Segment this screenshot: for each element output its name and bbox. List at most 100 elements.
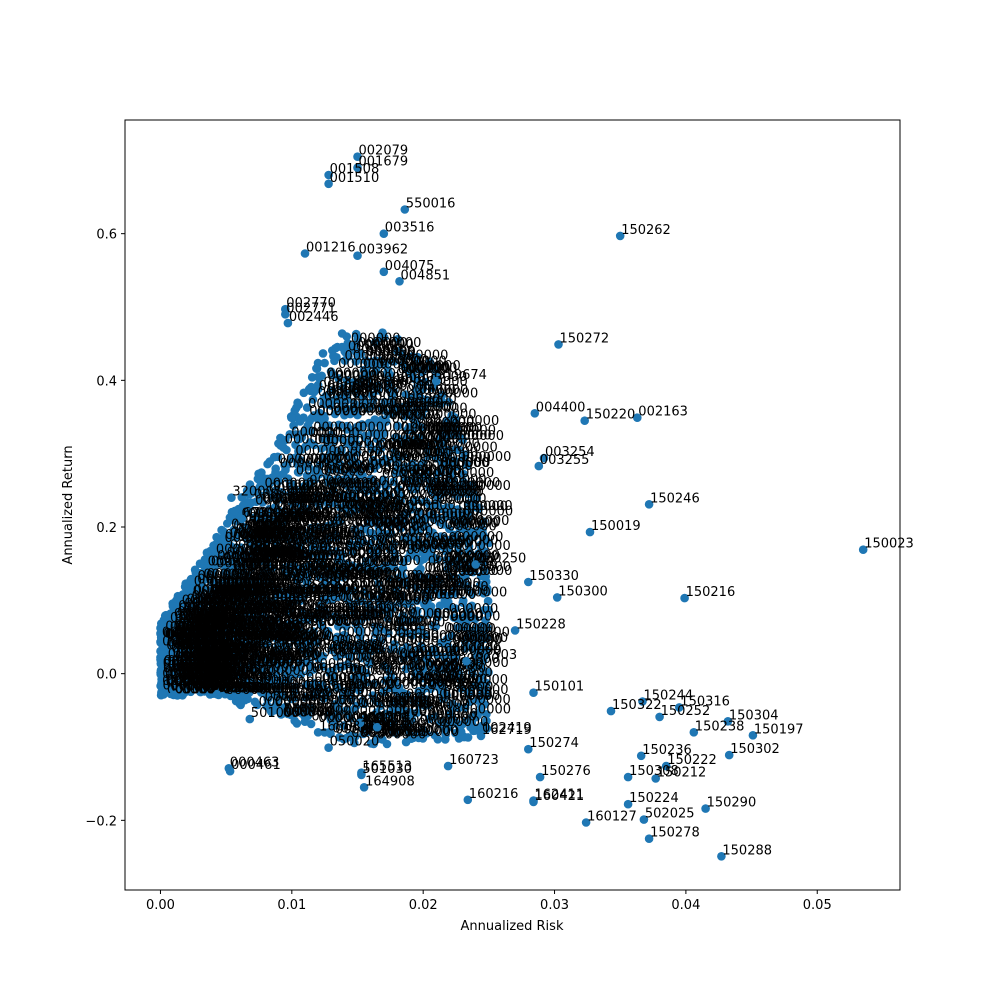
scatter-point — [282, 445, 291, 455]
point-label: 150290 — [707, 796, 757, 811]
y-tick-label: −0.2 — [85, 814, 117, 829]
point-label: 002446 — [289, 310, 339, 325]
x-tick-label: 0.01 — [277, 898, 306, 913]
point-label: 150288 — [722, 843, 772, 858]
scatter-point — [230, 506, 240, 516]
point-label: 160127 — [587, 810, 637, 825]
point-label: 150224 — [629, 791, 679, 806]
point-label: 150019 — [591, 519, 641, 534]
scatter-point — [402, 599, 412, 609]
x-tick-label: 0.02 — [409, 898, 438, 913]
scatter-point — [393, 484, 403, 494]
point-label: 004400 — [536, 400, 586, 415]
point-label: 000000 — [433, 535, 483, 550]
point-label: 000000 — [449, 602, 499, 617]
point-label: 000461 — [231, 758, 281, 773]
point-label: 150252 — [661, 704, 711, 719]
scatter-point — [195, 651, 204, 661]
point-label: 000000 — [297, 646, 347, 661]
scatter-point — [298, 616, 307, 625]
scatter-point — [329, 578, 339, 587]
point-label: 000000 — [355, 514, 405, 529]
scatter-point — [315, 652, 325, 662]
point-label: 162509 — [378, 714, 428, 729]
scatter-point — [350, 377, 359, 387]
point-label: 00175 — [218, 681, 259, 696]
point-label: 150330 — [529, 569, 579, 584]
scatter-point — [445, 524, 454, 534]
point-label: 000000 — [433, 511, 483, 526]
scatter-point — [338, 475, 347, 485]
point-label: 150023 — [864, 537, 914, 552]
point-label: 150197 — [754, 722, 804, 737]
point-label: 502025 — [645, 807, 695, 822]
scatter-point — [386, 529, 396, 539]
point-label: 003255 — [540, 453, 590, 468]
x-axis-label: Annualized Risk — [461, 919, 564, 934]
scatter-point — [401, 508, 410, 518]
x-tick-label: 0.04 — [671, 898, 700, 913]
scatter-point — [295, 417, 305, 426]
scatter-point — [329, 351, 338, 361]
scatter-point — [212, 532, 221, 542]
point-label: 160216 — [469, 787, 519, 802]
scatter-point — [366, 474, 376, 484]
scatter-point — [411, 658, 420, 668]
point-label: 000000 — [360, 402, 410, 417]
point-label: 150278 — [650, 826, 700, 841]
scatter-point — [352, 389, 361, 398]
point-label: 160723 — [449, 753, 499, 768]
scatter-point — [481, 616, 490, 625]
y-axis-label: Annualized Return — [61, 445, 76, 564]
scatter-point — [348, 561, 357, 570]
point-label: 000000 — [412, 645, 462, 660]
scatter-point — [412, 708, 422, 717]
scatter-point — [302, 680, 311, 690]
point-label: 000000 — [439, 715, 489, 730]
point-label: 000000 — [186, 662, 236, 677]
point-label: 000000 — [207, 611, 257, 626]
scatter-point — [371, 629, 380, 639]
scatter-point — [401, 664, 411, 674]
scatter-point — [467, 589, 477, 599]
scatter-point — [414, 507, 424, 517]
point-label: 001216 — [306, 241, 356, 256]
scatter-point — [301, 693, 310, 702]
scatter-point — [474, 624, 484, 633]
scatter-point — [310, 585, 319, 595]
point-label: 000000 — [313, 421, 363, 436]
point-label: 000000 — [302, 583, 352, 598]
scatter-point — [339, 721, 349, 730]
scatter-point — [397, 591, 407, 600]
point-label: 150262 — [621, 223, 671, 238]
point-label: 004851 — [401, 268, 451, 283]
point-label: 050020 — [330, 735, 380, 750]
scatter-point — [437, 440, 447, 450]
point-label: 673 — [243, 506, 268, 521]
point-label: 00385 — [175, 682, 216, 697]
scatter-point — [309, 510, 318, 520]
point-label: 000000 — [309, 404, 359, 419]
point-label: 150250 — [477, 551, 527, 566]
point-label: 550016 — [406, 197, 456, 212]
scatter-point — [452, 482, 462, 492]
scatter-point — [255, 474, 264, 483]
point-label: 150302 — [730, 742, 780, 757]
point-label: 167503 — [468, 648, 518, 663]
scatter-point — [457, 433, 466, 443]
scatter-point — [161, 610, 171, 620]
scatter-point — [265, 457, 275, 466]
point-label: 150300 — [558, 584, 608, 599]
scatter-point — [388, 356, 397, 366]
point-label: 000000 — [380, 594, 430, 609]
y-tick-label: 0.0 — [96, 668, 117, 683]
scatter-point — [433, 735, 443, 744]
point-label: 000000 — [293, 560, 343, 575]
scatter-point — [428, 383, 437, 393]
scatter-point — [381, 676, 390, 685]
scatter-point — [417, 641, 426, 651]
scatter-point — [299, 388, 309, 398]
scatter-point — [374, 579, 383, 588]
